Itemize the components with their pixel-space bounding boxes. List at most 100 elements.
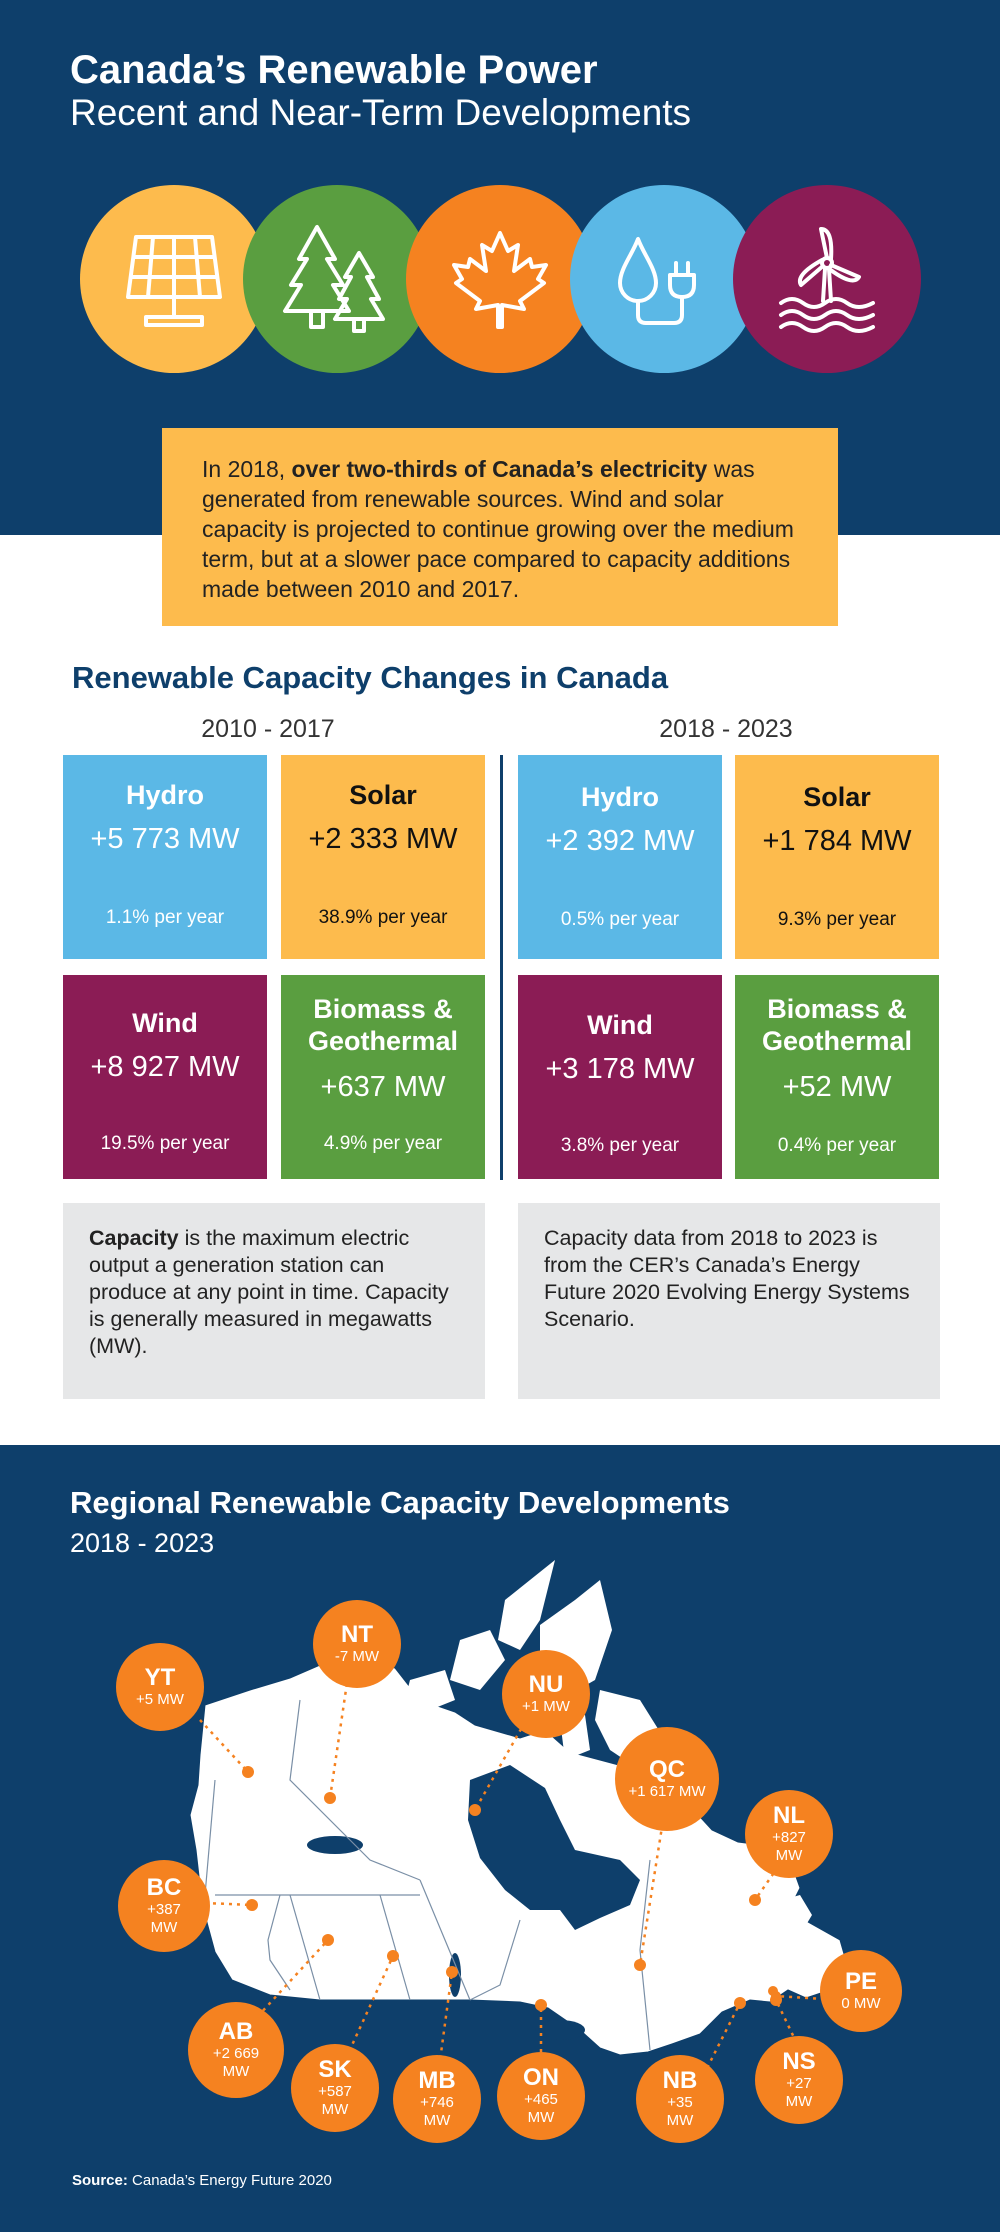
water-drop-plug-icon — [570, 185, 758, 373]
newfoundland — [782, 1895, 812, 1935]
region-code: BC — [146, 1874, 182, 1901]
intro-box: In 2018, over two-thirds of Canada’s ele… — [162, 428, 838, 626]
tile-value: +2 333 MW — [308, 823, 458, 855]
arctic-island — [405, 1670, 455, 1712]
great-lakes — [535, 2020, 585, 2040]
region-value: +35 MW — [666, 2094, 694, 2129]
tile-rate: 0.4% per year — [777, 1135, 897, 1156]
source-label: Source: — [72, 2172, 128, 2189]
region-bubble-on: ON +465 MW — [497, 2052, 585, 2140]
tile-solar-2018: Solar +1 784 MW 9.3% per year — [735, 755, 939, 959]
region-bubble-ns: NS +27 MW — [755, 2036, 843, 2124]
region-bubble-mb: MB +746 MW — [393, 2055, 481, 2143]
trees-icon — [243, 185, 431, 373]
tile-biomass-2010: Biomass & Geothermal +637 MW 4.9% per ye… — [281, 975, 485, 1179]
region-value: +1 617 MW — [628, 1783, 706, 1800]
region-value: +27 MW — [785, 2075, 813, 2110]
tile-name: Hydro — [125, 780, 204, 810]
region-bubble-nl: NL +827 MW — [745, 1790, 833, 1878]
note-text: Capacity data from 2018 to 2023 is from … — [544, 1226, 910, 1331]
arctic-island — [450, 1630, 505, 1690]
tile-solar-2010: Solar +2 333 MW 38.9% per year — [281, 755, 485, 959]
regional-title: Regional Renewable Capacity Developments — [70, 1485, 730, 1520]
canada-map — [189, 1560, 849, 2056]
hudson-bay — [468, 1765, 640, 1930]
region-code: ON — [523, 2064, 559, 2091]
page-title: Canada’s Renewable Power — [70, 48, 598, 92]
region-bubble-nu: NU +1 MW — [502, 1650, 590, 1738]
region-bubble-ab: AB +2 669 MW — [188, 2002, 284, 2098]
tile-rate: 4.9% per year — [323, 1133, 443, 1154]
page-subtitle: Recent and Near-Term Developments — [70, 92, 692, 133]
intro-pre: In 2018, — [202, 456, 292, 482]
region-code: NT — [341, 1621, 373, 1648]
tile-name: Biomass & Geothermal — [307, 994, 459, 1056]
period-divider — [500, 755, 503, 1180]
tile-rate: 38.9% per year — [318, 907, 448, 928]
region-bubble-nt: NT -7 MW — [313, 1600, 401, 1688]
region-code: PE — [844, 1968, 877, 1995]
tile-hydro-2018: Hydro +2 392 MW 0.5% per year — [518, 755, 722, 959]
tile-value: +637 MW — [320, 1071, 446, 1103]
tile-value: +52 MW — [782, 1071, 892, 1103]
region-value: -7 MW — [334, 1648, 380, 1665]
tile-value: +2 392 MW — [545, 825, 695, 857]
source-text: Canada’s Energy Future 2020 — [127, 2172, 332, 2189]
region-code: SK — [318, 2056, 352, 2083]
maple-leaf-icon — [406, 185, 594, 373]
tile-name: Wind — [587, 1010, 653, 1040]
tile-rate: 19.5% per year — [100, 1133, 230, 1154]
tile-rate: 1.1% per year — [105, 907, 225, 928]
capacity-section-title: Renewable Capacity Changes in Canada — [72, 660, 669, 695]
tile-value: +1 784 MW — [762, 825, 912, 857]
region-code: NL — [773, 1802, 805, 1829]
great-slave-lake — [307, 1836, 363, 1854]
tile-value: +5 773 MW — [90, 823, 240, 855]
region-value: +5 MW — [136, 1691, 184, 1708]
note-text: is the maximum electric output a generat… — [89, 1226, 449, 1358]
tile-hydro-2010: Hydro +5 773 MW 1.1% per year — [63, 755, 267, 959]
regional-subtitle: 2018 - 2023 — [70, 1528, 215, 1558]
region-value: +587 MW — [318, 2083, 352, 2118]
tile-name: Solar — [803, 782, 871, 812]
region-bubble-bc: BC +387 MW — [118, 1860, 210, 1952]
region-value: +1 MW — [522, 1698, 570, 1715]
tile-name: Solar — [349, 780, 417, 810]
region-value: +387 MW — [147, 1901, 181, 1936]
region-code: NS — [782, 2048, 816, 2075]
region-code: QC — [649, 1756, 685, 1783]
solar-panel-icon — [80, 185, 268, 373]
region-code: NB — [662, 2067, 698, 2094]
region-code: NU — [528, 1671, 564, 1698]
tile-value: +3 178 MW — [545, 1053, 695, 1085]
tile-name: Hydro — [580, 782, 659, 812]
source-credit: Source: Canada’s Energy Future 2020 — [72, 2172, 332, 2189]
capacity-definition-note: Capacity is the maximum electric output … — [63, 1203, 485, 1399]
region-value: +465 MW — [524, 2091, 558, 2126]
intro-bold: over two-thirds of Canada’s electricity — [291, 456, 708, 482]
tile-rate: 9.3% per year — [777, 909, 897, 930]
tile-rate: 3.8% per year — [560, 1135, 680, 1156]
tile-wind-2010: Wind +8 927 MW 19.5% per year — [63, 975, 267, 1179]
note-bold: Capacity — [89, 1226, 179, 1250]
region-bubble-yt: YT +5 MW — [116, 1643, 204, 1731]
tile-value: +8 927 MW — [90, 1051, 240, 1083]
region-code: YT — [144, 1664, 176, 1691]
region-code: MB — [418, 2067, 456, 2094]
tile-name: Wind — [132, 1008, 198, 1038]
period-label-left: 2010 - 2017 — [201, 715, 335, 743]
region-value: +2 669 MW — [212, 2045, 260, 2080]
region-bubble-nb: NB +35 MW — [636, 2055, 724, 2143]
region-value: +746 MW — [420, 2094, 454, 2129]
region-value: +827 MW — [772, 1829, 806, 1864]
region-bubble-pe: PE 0 MW — [820, 1950, 902, 2032]
region-bubble-qc: QC +1 617 MW — [615, 1727, 719, 1831]
intro-post: was generated from renewable sources. Wi… — [202, 456, 794, 602]
period-label-right: 2018 - 2023 — [659, 715, 793, 743]
region-code: AB — [218, 2018, 254, 2045]
data-source-note: Capacity data from 2018 to 2023 is from … — [518, 1203, 940, 1399]
tidal-turbine-icon — [733, 185, 921, 373]
tile-name: Biomass & Geothermal — [761, 994, 913, 1056]
region-value: 0 MW — [841, 1995, 881, 2012]
tile-wind-2018: Wind +3 178 MW 3.8% per year — [518, 975, 722, 1179]
